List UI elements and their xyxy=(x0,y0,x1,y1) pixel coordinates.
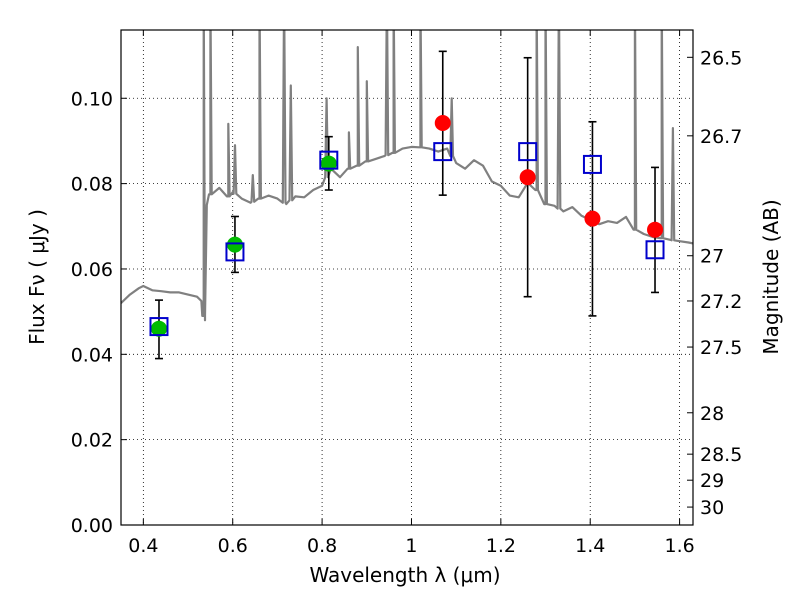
axis-ticks: 0.4 0.6 0.8 1 1.2 1.4 1.6 0.00 0.02 0.04 0.06 0.08 0… xyxy=(71,30,742,557)
right-tick-label: 27.2 xyxy=(700,291,742,313)
y-tick-label: 0.04 xyxy=(71,344,113,366)
observed-point xyxy=(434,115,451,132)
model-point xyxy=(319,150,339,170)
x-tick-label: 1.4 xyxy=(575,535,605,557)
observed-point xyxy=(519,169,536,186)
error-bars xyxy=(154,50,660,360)
observed-point xyxy=(647,221,664,238)
model-point xyxy=(433,142,453,162)
template-spectrum xyxy=(121,30,693,322)
y-axis-label-right: Magnitude (AB) xyxy=(759,199,783,354)
x-tick-label: 0.4 xyxy=(128,535,158,557)
model-point xyxy=(149,317,169,337)
x-tick-label: 1.2 xyxy=(486,535,516,557)
y-tick-label: 0.10 xyxy=(71,88,113,110)
plot-frame xyxy=(120,29,694,526)
right-tick-label: 26.5 xyxy=(700,47,742,69)
model-point xyxy=(225,242,245,262)
observed-point xyxy=(226,236,243,253)
data-markers xyxy=(149,115,665,337)
model-point xyxy=(518,142,538,162)
y-tick-label: 0.02 xyxy=(71,430,113,452)
observed-point xyxy=(150,320,167,337)
y-axis-label-left: Flux Fν ( μJy ) xyxy=(25,209,49,345)
y-tick-label: 0.06 xyxy=(71,259,113,281)
x-tick-label: 1.6 xyxy=(664,535,694,557)
right-tick-label: 27 xyxy=(700,246,724,268)
x-tick-label: 0.6 xyxy=(218,535,248,557)
x-tick-label: 0.8 xyxy=(307,535,337,557)
right-tick-label: 28 xyxy=(700,403,724,425)
x-tick-label: 1 xyxy=(405,535,417,557)
right-tick-label: 26.7 xyxy=(700,126,742,148)
right-tick-label: 27.5 xyxy=(700,337,742,359)
right-tick-label: 28.5 xyxy=(700,444,742,466)
y-tick-label: 0.08 xyxy=(71,174,113,196)
model-point xyxy=(582,154,602,174)
model-point xyxy=(645,240,665,260)
spectrum-line xyxy=(121,30,693,322)
observed-point xyxy=(584,210,601,227)
right-tick-label: 29 xyxy=(700,470,724,492)
x-axis-label: Wavelength λ (μm) xyxy=(309,563,500,587)
y-tick-label: 0.00 xyxy=(71,515,113,537)
grid xyxy=(121,30,693,526)
right-tick-label: 30 xyxy=(700,497,724,519)
